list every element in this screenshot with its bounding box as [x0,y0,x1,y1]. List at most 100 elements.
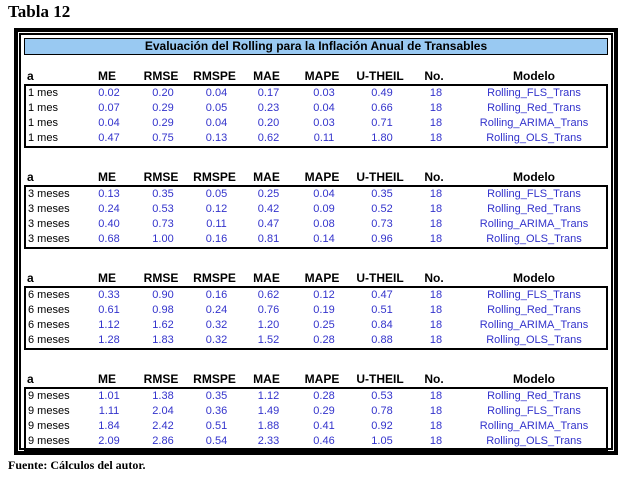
column-header-me: ME [98,271,116,285]
forecast-block-3-meses: a ME RMSE RMSPE MAE MAPE U-THEIL No. Modelo 3 mes… [24,168,608,249]
forecast-block-6-meses: a ME RMSE RMSPE MAE MAPE U-THEIL No. Modelo 6 mes… [24,269,608,350]
column-header-no: No. [424,170,444,184]
data-rows-box: 6 meses 0.33 0.90 0.16 0.62 0.12 0.47 18 Rolling… [24,286,608,350]
cell-mae: 0.42 [257,203,280,215]
cell-me: 1.12 [98,319,120,331]
column-header-u-theil: U-THEIL [356,372,404,386]
cell-u-theil: 0.35 [371,188,393,200]
cell-no: 18 [429,334,443,346]
table-blocks: a ME RMSE RMSPE MAE MAPE U-THEIL No. Modelo 1 mes… [24,67,608,451]
cell-mape: 0.29 [313,405,335,417]
cell-mape: 0.28 [313,390,335,402]
cell-modelo: Rolling_OLS_Trans [486,435,582,447]
cell-no: 18 [429,132,443,144]
cell-u-theil: 0.66 [371,102,393,114]
column-header-mae: MAE [253,372,280,386]
cell-no: 18 [429,188,443,200]
cell-rmspe: 0.35 [205,390,228,402]
cell-mape: 0.11 [313,132,335,144]
cell-rmse: 0.20 [152,87,174,99]
cell-rmspe: 0.11 [206,218,227,230]
table-frame-inner: Evaluación del Rolling para la Inflación… [19,33,613,451]
cell-me: 0.47 [98,132,120,144]
forecast-block-1-mes: a ME RMSE RMSPE MAE MAPE U-THEIL No. Modelo 1 mes… [24,67,608,148]
cell-rmspe: 0.05 [205,188,228,200]
cell-a: 9 meses [28,420,70,432]
cell-rmse: 2.42 [152,420,174,432]
cell-mae: 0.81 [257,233,280,245]
cell-u-theil: 0.51 [371,304,393,316]
cell-rmse: 0.90 [152,289,174,301]
data-rows-box: 1 mes 0.02 0.20 0.04 0.17 0.03 0.49 18 Rolling_F… [24,84,608,148]
column-header-row: a ME RMSE RMSPE MAE MAPE U-THEIL No. Modelo [24,168,608,184]
column-header-rmspe: RMSPE [193,372,236,386]
column-header-u-theil: U-THEIL [356,69,404,83]
cell-me: 0.07 [98,102,120,114]
cell-me: 0.04 [98,117,120,129]
cell-mae: 0.17 [257,87,280,99]
column-header-no: No. [424,372,444,386]
cell-a: 3 meses [28,218,70,230]
table-frame: Evaluación del Rolling para la Inflación… [14,28,618,455]
column-header-mape: MAPE [304,170,340,184]
cell-modelo: Rolling_FLS_Trans [487,405,581,417]
column-header-mae: MAE [253,170,280,184]
cell-rmspe: 0.05 [205,102,228,114]
cell-modelo: Rolling_OLS_Trans [486,233,582,245]
cell-u-theil: 0.92 [371,420,393,432]
cell-me: 1.84 [98,420,120,432]
column-header-modelo: Modelo [513,271,555,285]
column-header-a: a [27,271,34,285]
table-caption: Tabla 12 [8,2,71,21]
cell-u-theil: 0.84 [371,319,393,331]
column-header-rmse: RMSE [143,372,179,386]
cell-mape: 0.14 [313,233,335,245]
cell-modelo: Rolling_ARIMA_Trans [479,117,589,129]
cell-u-theil: 0.52 [371,203,393,215]
column-header-modelo: Modelo [513,170,555,184]
cell-a: 6 meses [28,304,70,316]
cell-u-theil: 1.05 [371,435,393,447]
cell-mape: 0.04 [313,188,335,200]
cell-a: 6 meses [28,334,70,346]
table-row: 9 meses 1.01 1.38 0.35 1.12 0.28 0.53 18 Rolling… [26,389,606,404]
table-row: 1 mes 0.02 0.20 0.04 0.17 0.03 0.49 18 Rolling_F… [26,86,606,101]
cell-u-theil: 0.53 [371,390,393,402]
cell-a: 3 meses [28,233,70,245]
cell-me: 0.61 [98,304,120,316]
cell-a: 1 mes [28,117,58,129]
table-row: 6 meses 1.12 1.62 0.32 1.20 0.25 0.84 18 Rolling… [26,318,606,333]
cell-u-theil: 0.73 [371,218,393,230]
cell-no: 18 [429,390,443,402]
cell-a: 1 mes [28,87,58,99]
cell-rmse: 0.98 [152,304,174,316]
cell-no: 18 [429,289,443,301]
cell-mape: 0.04 [313,102,335,114]
cell-mae: 1.52 [257,334,280,346]
cell-modelo: Rolling_FLS_Trans [487,87,581,99]
column-header-me: ME [98,170,116,184]
cell-rmse: 0.75 [152,132,174,144]
cell-a: 1 mes [28,102,58,114]
cell-rmspe: 0.51 [205,420,228,432]
column-header-u-theil: U-THEIL [356,271,404,285]
cell-modelo: Rolling_OLS_Trans [486,334,582,346]
cell-modelo: Rolling_ARIMA_Trans [479,319,589,331]
cell-rmspe: 0.36 [205,405,228,417]
cell-mae: 0.47 [257,218,280,230]
cell-me: 0.40 [98,218,120,230]
table-row: 3 meses 0.68 1.00 0.16 0.81 0.14 0.96 18 Rolling… [26,232,606,247]
cell-u-theil: 0.47 [371,289,393,301]
cell-me: 1.28 [98,334,120,346]
cell-mape: 0.25 [313,319,335,331]
cell-me: 0.24 [98,203,120,215]
cell-mae: 0.25 [257,188,280,200]
column-header-no: No. [424,69,444,83]
cell-no: 18 [429,435,443,447]
cell-rmspe: 0.32 [205,334,228,346]
column-header-mape: MAPE [304,271,340,285]
column-header-rmse: RMSE [143,69,179,83]
cell-rmse: 0.29 [152,117,174,129]
column-header-me: ME [98,372,116,386]
cell-mape: 0.46 [313,435,335,447]
